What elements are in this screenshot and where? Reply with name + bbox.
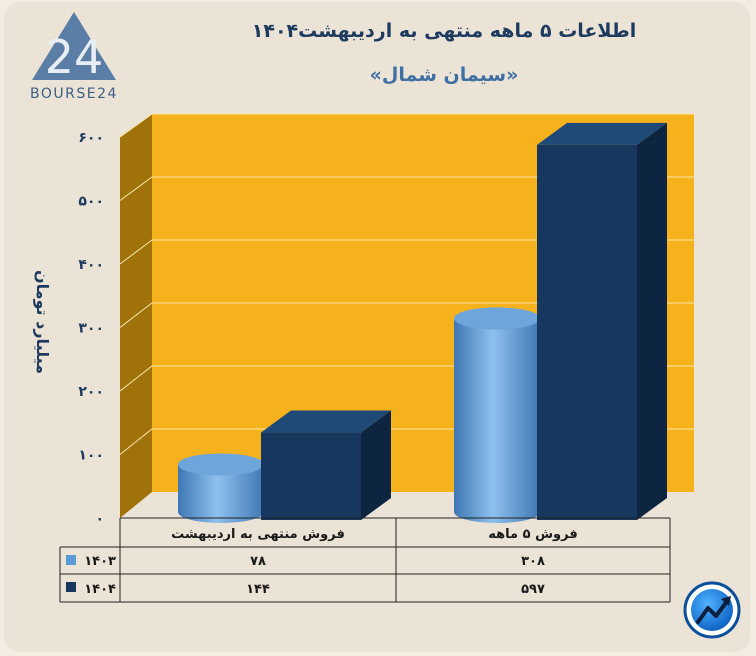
plot-side-wall [120, 114, 152, 518]
y-tick-label: ۲۰۰ [78, 384, 104, 400]
bar-1404-front [537, 144, 637, 520]
bar-1403-body [178, 464, 264, 523]
chart-card: 24 BOURSE24 اطلاعات ۵ ماهه منتهی به اردی… [4, 2, 750, 652]
gridline [119, 113, 694, 138]
data-label-1403-cat1: ۷۸ [250, 554, 266, 569]
logo-wordmark: BOURSE24 [30, 86, 118, 102]
data-label-1404-cat2: ۵۹۷ [521, 582, 545, 597]
bar-1404-front [261, 432, 361, 520]
bars [178, 122, 667, 523]
bar-1404-top [261, 410, 391, 433]
category-label-2: فروش ۵ ماهه [488, 527, 577, 542]
chart-subtitle: «سیمان شمال» [370, 64, 519, 86]
logo-triangle [32, 12, 116, 80]
category-label-1: فروش منتهی به اردیبهشت [171, 527, 345, 542]
bar-1403-2 [454, 307, 540, 523]
y-tick-labels: ۰ ۱۰۰ ۲۰۰ ۳۰۰ ۴۰۰ ۵۰۰ ۶۰۰ [78, 130, 104, 527]
data-label-1403-cat2: ۳۰۸ [521, 554, 545, 569]
y-tick-label: ۳۰۰ [78, 321, 104, 337]
y-tick-label: ۴۰۰ [78, 257, 104, 273]
y-tick-label: ۰ [95, 511, 104, 527]
bar-1404-2 [537, 122, 667, 520]
gridline [119, 239, 694, 265]
gridline [119, 302, 694, 328]
bar-1403-top [178, 453, 264, 476]
trend-badge-icon [683, 581, 741, 639]
y-tick-label: ۶۰۰ [78, 130, 104, 146]
bar-1404-side [361, 410, 391, 520]
legend-swatch-1403 [66, 555, 76, 565]
y-tick-label: ۵۰۰ [78, 194, 104, 210]
bar-1404-side [637, 122, 667, 520]
data-table: فروش منتهی به اردیبهشت فروش ۵ ماهه ۱۴۰۳ … [59, 517, 671, 603]
bar-1404-top [537, 122, 667, 145]
legend-label-1403: ۱۴۰۳ [84, 554, 116, 569]
y-axis-label: میلیارد تومان [33, 270, 52, 374]
bourse24-logo: 24 BOURSE24 [30, 12, 118, 102]
legend-swatch-1404 [66, 582, 76, 592]
bar-1404-1 [261, 410, 391, 520]
chart-title: اطلاعات ۵ ماهه منتهی به اردیبهشت۱۴۰۴ [252, 20, 637, 42]
gridline [119, 176, 694, 201]
bar-1403-1 [178, 453, 264, 523]
legend-label-1404: ۱۴۰۴ [84, 582, 116, 597]
chart-svg: 24 BOURSE24 اطلاعات ۵ ماهه منتهی به اردی… [30, 12, 741, 639]
y-tick-label: ۱۰۰ [78, 448, 104, 464]
data-label-1404-cat1: ۱۴۴ [246, 582, 270, 597]
logo-number: 24 [45, 30, 104, 84]
bar-1403-body [454, 318, 540, 523]
bar-1403-top [454, 307, 540, 330]
